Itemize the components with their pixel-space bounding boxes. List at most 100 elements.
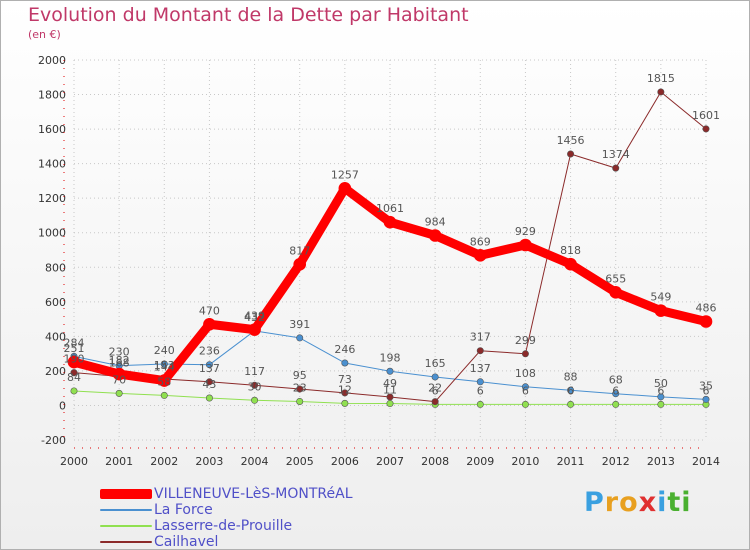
y-tick-label-400: 400 (45, 330, 66, 343)
logo-letter-t: t (667, 487, 682, 518)
series-0-label-2000: 251 (64, 342, 85, 355)
proxiti-logo: Proxiti (584, 487, 692, 518)
x-tick-label-2002: 2002 (150, 455, 178, 468)
axes: -200 0 200 400 600 800 1000 1200 1400 1600 1800 200… (38, 54, 720, 468)
series-1-label-2002: 240 (154, 344, 175, 357)
series-2-point-2011 (567, 400, 575, 408)
x-tick-label-2011: 2011 (557, 455, 585, 468)
series-0-point-2002 (157, 374, 171, 387)
series-0-label-2005: 817 (289, 244, 310, 257)
series-3-point-2014 (702, 125, 710, 133)
series-0-point-2004 (248, 323, 261, 336)
series-3-label-2008: 22 (428, 382, 442, 395)
series-1-point-2011 (567, 386, 575, 394)
series-0-point-2014 (699, 315, 713, 328)
y-tick-label--200: -200 (41, 434, 66, 447)
series-0-label-2002: 144 (154, 361, 175, 374)
series-1-point-2013 (657, 393, 665, 401)
series-1-label-2009: 137 (470, 362, 491, 375)
legend-label-villeneuve: VILLENEUVE-LèS-MONTRéAL (154, 486, 353, 502)
series-3-point-2006 (341, 389, 349, 397)
series-0-label-2009: 869 (470, 235, 491, 248)
series-1-point-2006 (341, 359, 349, 367)
series-3-point-2013 (657, 88, 665, 96)
series-1-label-2001: 230 (109, 346, 130, 359)
series-1-point-2009 (476, 378, 484, 386)
series-2-label-2012: 6 (612, 384, 619, 397)
y-tick-label-1800: 1800 (38, 89, 66, 102)
series-2-point-2003 (205, 394, 213, 402)
series-2-label-2002: 58 (157, 375, 171, 388)
series-1-point-2012 (612, 390, 620, 398)
legend-label-lasserre: Lasserre-de-Prouille (154, 518, 293, 534)
series-2-label-2009: 6 (477, 384, 484, 397)
series-2-point-2013 (657, 400, 665, 408)
series-3-point-2008 (431, 398, 439, 406)
series-2-label-2013: 6 (657, 384, 664, 397)
series-2-point-2009 (476, 400, 484, 408)
series-2-label-2003: 43 (202, 378, 216, 391)
chart-title: Evolution du Montant de la Dette par Hab… (28, 4, 469, 26)
y-tick-label-2000: 2000 (38, 54, 66, 67)
series-0-point-2008 (428, 229, 442, 242)
series-2-label-2006: 12 (338, 383, 352, 396)
series-0-label-2013: 549 (650, 291, 671, 304)
x-tick-label-2012: 2012 (602, 455, 630, 468)
series-3-label-2011: 1456 (557, 134, 585, 147)
series-3-label-2001: 168 (109, 356, 130, 369)
x-tick-label-2006: 2006 (331, 455, 359, 468)
series-2-point-2005 (296, 397, 304, 405)
series-2-label-2011: 6 (567, 384, 574, 397)
chart-subtitle: (en €) (28, 28, 61, 41)
y-tick-label-1400: 1400 (38, 158, 66, 171)
legend-item-villeneuve: VILLENEUVE-LèS-MONTRéAL (100, 486, 353, 502)
series-2-point-2002 (160, 391, 168, 399)
series-3-label-2004: 117 (244, 365, 265, 378)
x-tick-label-2003: 2003 (195, 455, 223, 468)
series-3-label-2012: 1374 (602, 148, 630, 161)
series-1-point-2014 (702, 395, 710, 403)
logo-letter-i2: i (681, 487, 692, 518)
series-0-label-2012: 655 (605, 272, 626, 285)
x-tick-label-2007: 2007 (376, 455, 404, 468)
legend-swatch-villeneuve (100, 489, 152, 499)
series-2-point-2001 (115, 389, 123, 397)
series-3-point-2004 (251, 381, 259, 389)
y-tick-label-1600: 1600 (38, 123, 66, 136)
series-2-point-2006 (341, 399, 349, 407)
logo-letter-p: P (584, 487, 605, 518)
series-1-label-2008: 165 (425, 357, 446, 370)
x-tick-label-2008: 2008 (421, 455, 449, 468)
x-tick-label-2004: 2004 (241, 455, 269, 468)
series-1-label-2000: 284 (64, 336, 85, 349)
series-3-label-2000: 190 (64, 353, 85, 366)
series-1-label-2013: 50 (654, 377, 668, 390)
series-0-label-2006: 1257 (331, 168, 359, 181)
y-tick-label-0: 0 (59, 399, 66, 412)
y-tick-label-600: 600 (45, 296, 66, 309)
series-3-point-2010 (521, 350, 529, 358)
series-1-label-2014: 35 (699, 379, 713, 392)
series-1-point-2005 (296, 334, 304, 342)
series-3-point-2005 (296, 385, 304, 393)
series-2-label-2007: 11 (383, 384, 397, 397)
series-0-label-2014: 486 (696, 302, 717, 315)
legend-swatch-lasserre (100, 525, 152, 527)
x-tick-label-2005: 2005 (286, 455, 314, 468)
series-3-label-2009: 317 (470, 331, 491, 344)
legend: VILLENEUVE-LèS-MONTRéAL La Force Lasserr… (100, 486, 353, 550)
series-0-label-2004: 439 (244, 310, 265, 323)
legend-item-lasserre: Lasserre-de-Prouille (100, 518, 353, 534)
series-1-label-2012: 68 (609, 374, 623, 387)
x-tick-label-2000: 2000 (60, 455, 88, 468)
y-tick-label-1000: 1000 (38, 227, 66, 240)
series-1-point-2008 (431, 373, 439, 381)
logo-letter-x: x (638, 487, 658, 518)
series-2-label-2001: 70 (112, 373, 126, 386)
series-2-label-2004: 30 (248, 380, 262, 393)
series-1-label-2006: 246 (334, 343, 355, 356)
series-3-label-2013: 1815 (647, 72, 675, 85)
series-3-label-2014: 1601 (692, 109, 720, 122)
series-3-point-2009 (476, 347, 484, 355)
